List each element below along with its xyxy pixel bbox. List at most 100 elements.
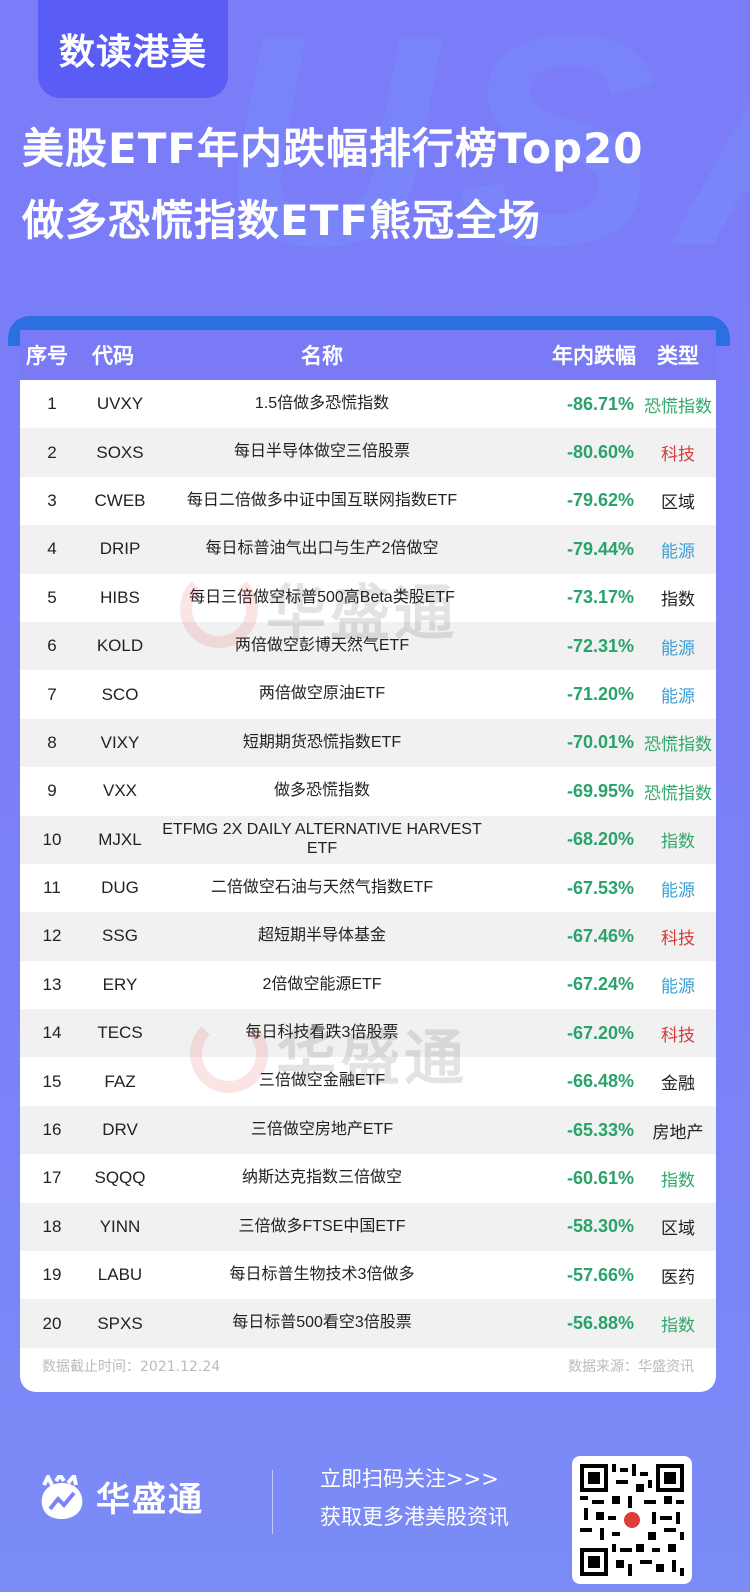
row-category: 指数 — [661, 1316, 695, 1336]
divider — [272, 1470, 273, 1534]
table-row: 8 VIXY 短期期货恐慌指数ETF -70.01% 恐慌指数 — [20, 718, 716, 768]
row-ticker: SQQQ — [94, 1168, 146, 1188]
row-category: 能源 — [661, 638, 695, 658]
data-source: 数据来源：华盛资讯 — [568, 1359, 694, 1375]
row-category: 恐慌指数 — [644, 783, 712, 803]
row-index: 20 — [42, 1313, 62, 1333]
row-ticker: LABU — [97, 1265, 143, 1285]
row-fund-name: 做多恐慌指数 — [273, 782, 370, 800]
row-ytd-change: -79.62% — [566, 490, 634, 511]
row-index: 17 — [42, 1168, 62, 1188]
table-row: 13 ERY 2倍做空能源ETF -67.24% 能源 — [20, 960, 716, 1010]
row-category: 恐慌指数 — [644, 735, 712, 755]
row-fund-name: 每日三倍做空标普500高Beta类股ETF — [189, 588, 455, 606]
row-ticker: SCO — [101, 684, 139, 704]
cta-line-2: 获取更多港美股资讯 — [320, 1505, 509, 1529]
row-index: 18 — [42, 1216, 62, 1236]
follow-cta: 立即扫码关注>>> 获取更多港美股资讯 — [320, 1460, 509, 1536]
table-row: 6 KOLD 两倍做空彭博天然气ETF -72.31% 能源 — [20, 621, 716, 671]
qr-code[interactable] — [572, 1456, 692, 1584]
row-fund-name: 每日标普油气出口与生产2倍做空 — [205, 540, 439, 558]
row-category: 区域 — [661, 493, 695, 513]
page-title: 美股ETF年内跌幅排行榜Top20 — [22, 124, 644, 173]
row-category: 科技 — [661, 445, 695, 465]
row-ticker: UVXY — [96, 394, 144, 414]
brand-logo: 华盛通 — [36, 1472, 204, 1521]
table-row: 11 DUG 二倍做空石油与天然气指数ETF -67.53% 能源 — [20, 863, 716, 913]
row-ticker: HIBS — [100, 587, 140, 607]
header-index: 序号 — [26, 344, 68, 368]
row-category: 能源 — [661, 977, 695, 997]
row-ticker: SSG — [102, 926, 138, 946]
row-ytd-change: -86.71% — [566, 393, 634, 414]
row-fund-name: 每日二倍做多中证中国互联网指数ETF — [186, 491, 458, 509]
row-ticker: MJXL — [98, 829, 142, 849]
row-index: 19 — [42, 1265, 62, 1285]
table-row: 4 DRIP 每日标普油气出口与生产2倍做空 -79.44% 能源 — [20, 525, 716, 574]
row-ticker: ERY — [102, 974, 138, 994]
table-footer: 数据截止时间：2021.12.24 数据来源：华盛资讯 — [20, 1340, 716, 1392]
row-category: 科技 — [661, 928, 695, 948]
row-ytd-change: -80.60% — [566, 442, 634, 463]
row-ticker: TECS — [97, 1023, 143, 1043]
row-ytd-change: -60.61% — [566, 1167, 634, 1188]
row-ticker: DRV — [102, 1120, 138, 1140]
row-index: 9 — [47, 781, 57, 801]
row-fund-name: 纳斯达克指数三倍做空 — [241, 1169, 402, 1187]
table-row: 3 CWEB 每日二倍做多中证中国互联网指数ETF -79.62% 区域 — [20, 476, 716, 526]
row-ticker: SPXS — [97, 1313, 143, 1333]
row-fund-name: 每日半导体做空三倍股票 — [233, 443, 410, 461]
section-badge: 数读港美 — [38, 0, 228, 98]
table-row: 14 TECS 每日科技看跌3倍股票 -67.20% 科技 — [20, 1009, 716, 1058]
row-ytd-change: -67.46% — [566, 925, 634, 946]
row-category: 能源 — [661, 541, 695, 561]
row-ytd-change: -57.66% — [566, 1264, 634, 1285]
row-index: 14 — [42, 1023, 62, 1043]
ranking-table: 序号 代码 名称 年内跌幅 类型 1 UVXY 1.5倍做多恐慌指数 -86.7… — [20, 330, 716, 1392]
row-fund-name: 两倍做空原油ETF — [258, 685, 386, 703]
row-ytd-change: -66.48% — [566, 1071, 634, 1092]
table-row: 5 HIBS 每日三倍做空标普500高Beta类股ETF -73.17% 指数 — [20, 573, 716, 622]
row-fund-name: 短期期货恐慌指数ETF — [242, 733, 402, 751]
row-fund-name: 三倍做多FTSE中国ETF — [238, 1217, 406, 1235]
row-index: 6 — [47, 636, 57, 656]
row-ticker: SOXS — [96, 442, 144, 462]
row-category: 指数 — [661, 590, 695, 610]
row-ytd-change: -69.95% — [566, 780, 634, 801]
row-fund-name: 每日标普生物技术3倍做多 — [229, 1266, 415, 1284]
data-cutoff-date: 数据截止时间：2021.12.24 — [42, 1359, 221, 1375]
table-row: 1 UVXY 1.5倍做多恐慌指数 -86.71% 恐慌指数 — [20, 380, 716, 429]
row-index: 10 — [42, 829, 62, 849]
row-fund-name: 二倍做空石油与天然气指数ETF — [210, 878, 434, 896]
row-ytd-change: -72.31% — [566, 635, 634, 656]
row-ytd-change: -58.30% — [566, 1216, 634, 1237]
row-ytd-change: -71.20% — [566, 684, 634, 705]
row-category: 科技 — [661, 1025, 695, 1045]
table-row: 16 DRV 三倍做空房地产ETF -65.33% 房地产 — [20, 1105, 716, 1155]
row-index: 11 — [43, 878, 61, 898]
header-change: 年内跌幅 — [552, 344, 636, 368]
row-index: 3 — [47, 490, 57, 510]
row-ytd-change: -65.33% — [566, 1119, 634, 1140]
row-category: 金融 — [661, 1074, 695, 1094]
table-row: 17 SQQQ 纳斯达克指数三倍做空 -60.61% 指数 — [20, 1154, 716, 1203]
row-ticker: DRIP — [99, 539, 141, 559]
row-ticker: FAZ — [104, 1071, 136, 1091]
row-category: 恐慌指数 — [644, 396, 712, 416]
header-type: 类型 — [657, 344, 699, 368]
row-ytd-change: -79.44% — [566, 538, 634, 559]
row-index: 16 — [42, 1120, 62, 1140]
row-ytd-change: -73.17% — [566, 587, 634, 608]
row-category: 区域 — [661, 1219, 695, 1239]
row-ticker: VXX — [102, 781, 138, 801]
cta-line-1: 立即扫码关注>>> — [320, 1467, 499, 1491]
row-ticker: YINN — [99, 1216, 141, 1236]
table-header: 序号 代码 名称 年内跌幅 类型 — [20, 330, 716, 380]
brand-flame-icon — [41, 1474, 83, 1519]
row-index: 15 — [42, 1071, 62, 1091]
row-fund-name: ETFMG 2X DAILY ALTERNATIVE HARVEST ETF — [162, 821, 482, 857]
row-ticker: DUG — [101, 878, 139, 898]
row-index: 5 — [47, 587, 57, 607]
brand-name: 华盛通 — [96, 1480, 204, 1520]
row-ytd-change: -70.01% — [566, 732, 634, 753]
